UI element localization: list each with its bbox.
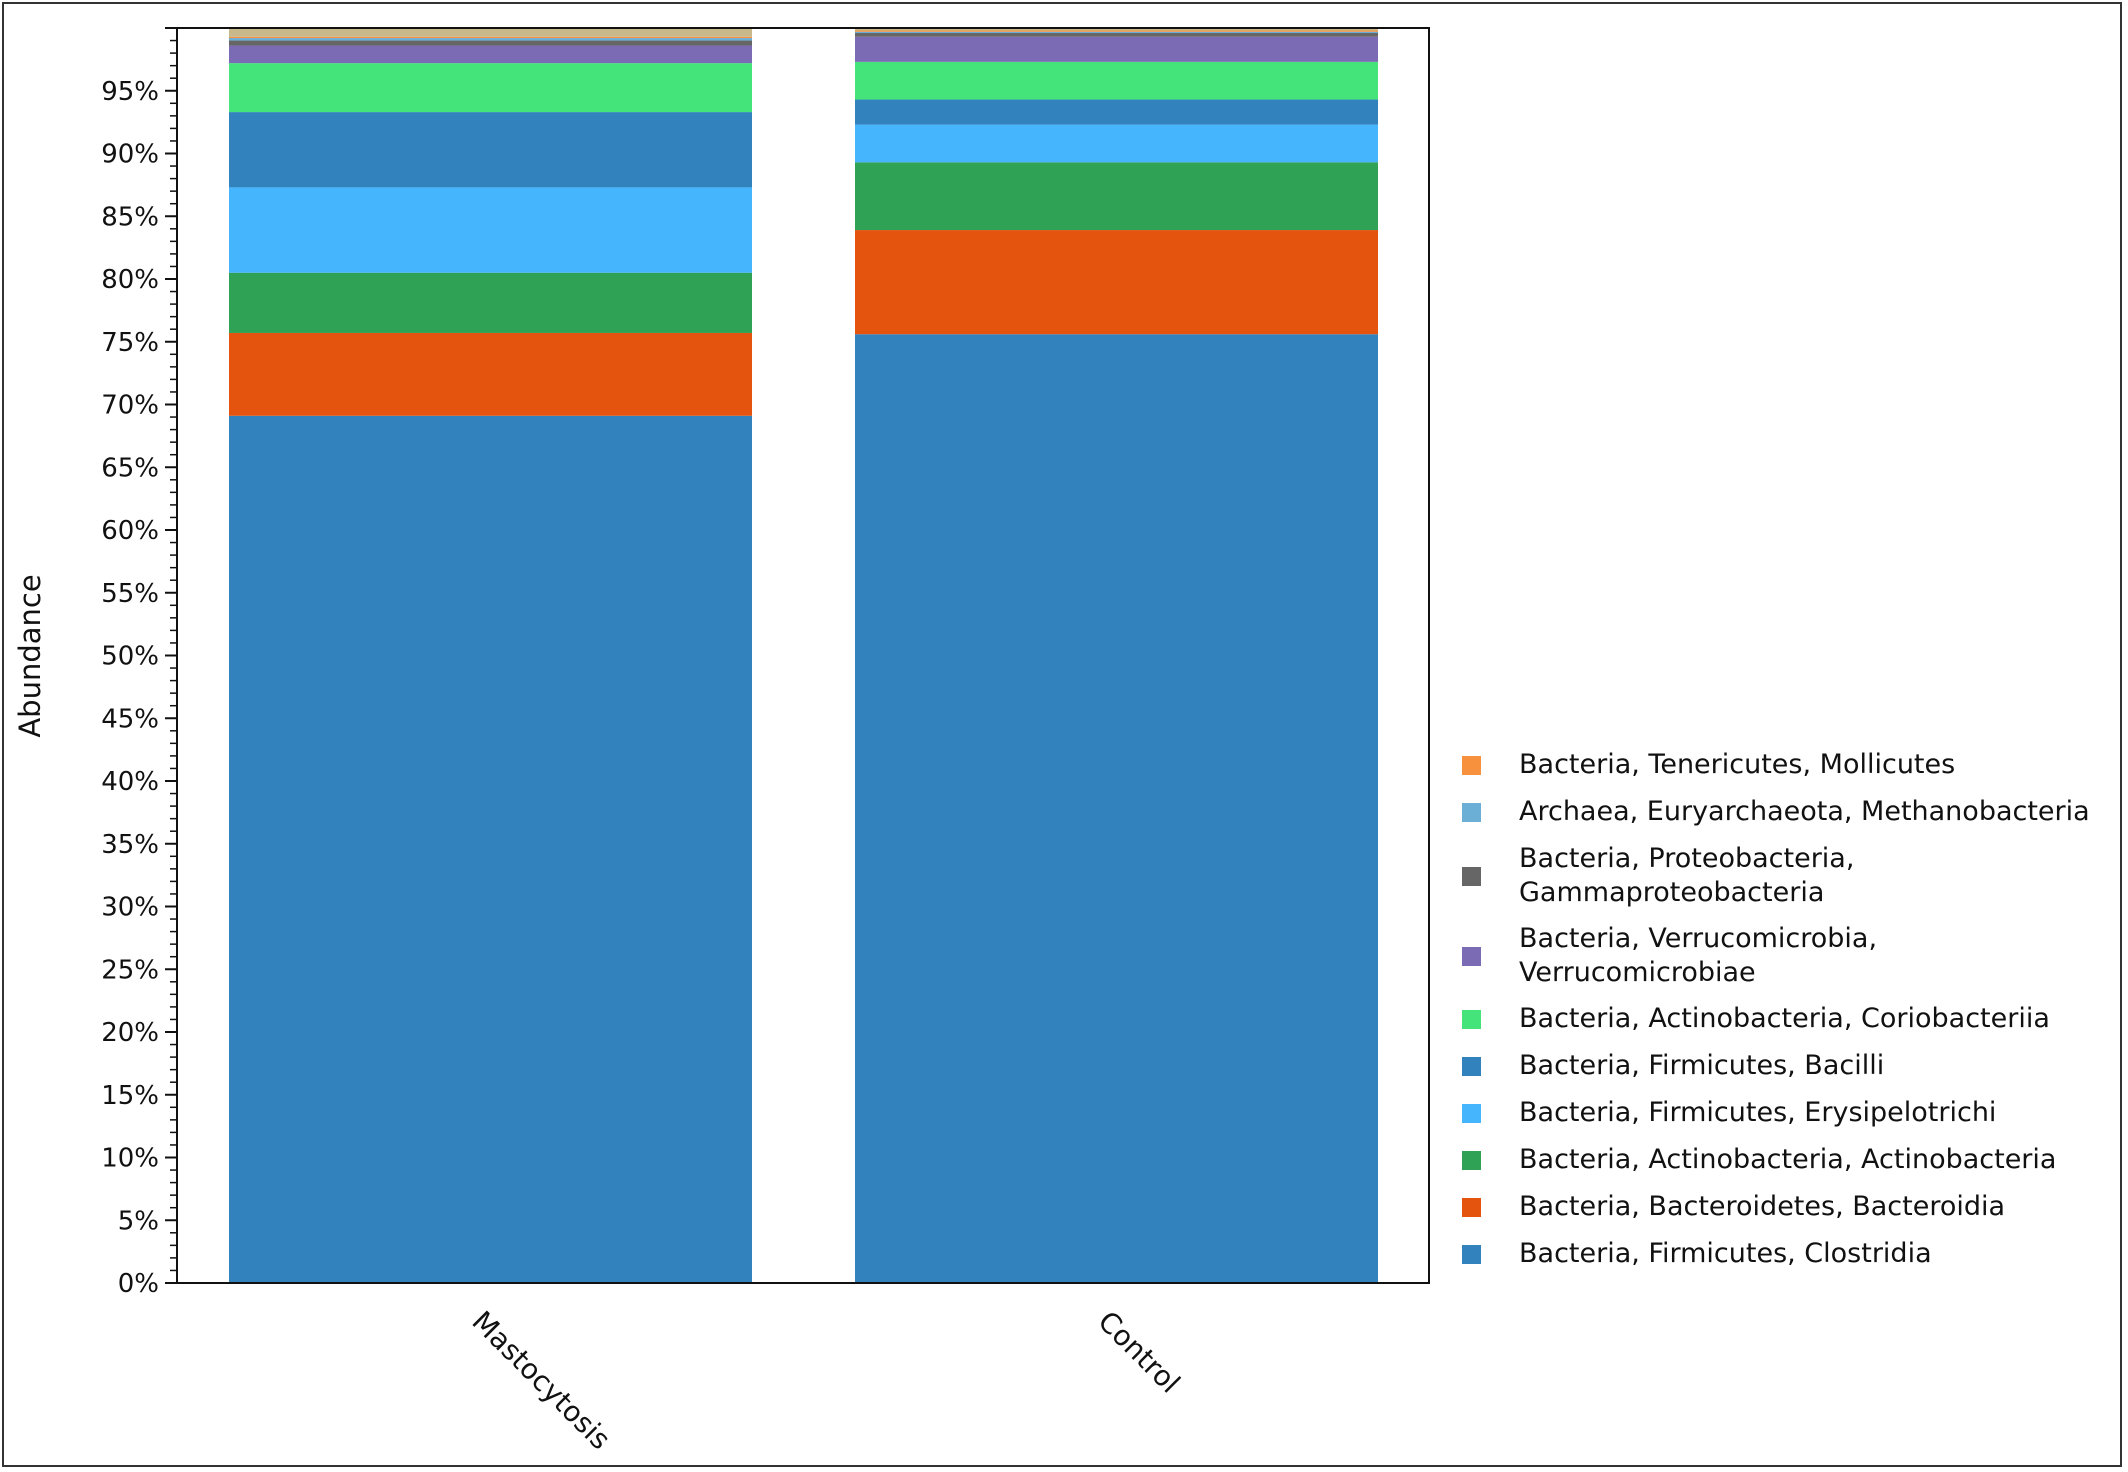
legend-swatch xyxy=(1462,802,1481,822)
y-tick-label: 90% xyxy=(101,140,159,170)
y-axis-title: Abundance xyxy=(13,574,47,737)
y-tick-label: 85% xyxy=(101,202,159,232)
legend-label: Bacteria, Actinobacteria, Actinobacteria xyxy=(1519,1143,2109,1177)
legend-label-line: Archaea, Euryarchaeota, Methanobacteria xyxy=(1519,796,2090,827)
legend-label: Bacteria, Tenericutes, Mollicutes xyxy=(1519,748,2109,782)
legend-label-line: Bacteria, Actinobacteria, Coriobacteriia xyxy=(1519,1003,2050,1034)
legend-label-line: Bacteria, Firmicutes, Erysipelotrichi xyxy=(1519,1097,1997,1128)
legend-item: Bacteria, Bacteroidetes, Bacteroidia xyxy=(1462,1190,2109,1224)
y-tick-label: 80% xyxy=(101,265,159,295)
y-tick-label: 5% xyxy=(118,1206,159,1236)
bar-segment xyxy=(855,28,1378,31)
legend-item: Bacteria, Firmicutes, Clostridia xyxy=(1462,1237,2109,1271)
y-tick-label: 70% xyxy=(101,391,159,421)
y-tick-label: 20% xyxy=(101,1018,159,1048)
bar-segment xyxy=(855,162,1378,231)
legend-item: Bacteria, Firmicutes, Bacilli xyxy=(1462,1049,2109,1083)
y-tick-label: 45% xyxy=(101,704,159,734)
y-tick-label: 55% xyxy=(101,579,159,609)
bar-segment xyxy=(855,36,1378,62)
legend-label-line: Bacteria, Firmicutes, Clostridia xyxy=(1519,1238,1932,1269)
bar-segment xyxy=(855,334,1378,1284)
bar-segment xyxy=(855,30,1378,32)
legend-label: Bacteria, Firmicutes, Bacilli xyxy=(1519,1049,2109,1083)
bar-segment xyxy=(229,40,752,46)
legend-label-line: Bacteria, Actinobacteria, Actinobacteria xyxy=(1519,1144,2057,1175)
legend-label: Bacteria, Verrucomicrobia, Verrucomicrobi… xyxy=(1519,922,2109,990)
legend-label-line: Bacteria, Tenericutes, Mollicutes xyxy=(1519,749,1956,780)
legend-item: Bacteria, Firmicutes, Erysipelotrichi xyxy=(1462,1096,2109,1130)
x-axis-labels: Mastocytosis Control xyxy=(466,1305,1187,1456)
bar-segment xyxy=(855,99,1378,125)
legend-item: Bacteria, Verrucomicrobia, Verrucomicrobi… xyxy=(1462,922,2109,990)
legend-item: Bacteria, Actinobacteria, Actinobacteria xyxy=(1462,1143,2109,1177)
bar-segment xyxy=(855,33,1378,37)
legend-label: Bacteria, Actinobacteria, Coriobacteriia xyxy=(1519,1002,2109,1036)
legend-swatch xyxy=(1462,1150,1481,1170)
legend-swatch xyxy=(1462,1244,1481,1264)
legend-label-line: Gammaproteobacteria xyxy=(1519,877,1825,908)
bar-segment xyxy=(229,63,752,113)
y-tick-label: 50% xyxy=(101,642,159,672)
legend-label: Bacteria, Bacteroidetes, Bacteroidia xyxy=(1519,1190,2109,1224)
legend-label-line: Bacteria, Firmicutes, Bacilli xyxy=(1519,1050,1885,1081)
y-tick-label: 15% xyxy=(101,1081,159,1111)
legend-swatch xyxy=(1462,755,1481,775)
bar-segment xyxy=(855,61,1378,100)
bar-segment xyxy=(229,36,752,39)
x-category-label: Mastocytosis xyxy=(466,1305,617,1456)
bar-segment xyxy=(855,124,1378,163)
legend-label: Bacteria, Firmicutes, Erysipelotrichi xyxy=(1519,1096,2109,1130)
legend-item: Bacteria, Actinobacteria, Coriobacteriia xyxy=(1462,1002,2109,1036)
legend-swatch xyxy=(1462,1056,1481,1076)
bar-segment xyxy=(855,31,1378,34)
bar-segment xyxy=(229,38,752,41)
legend-label-line: Bacteria, Verrucomicrobia, xyxy=(1519,923,1878,954)
y-tick-label: 0% xyxy=(118,1269,159,1299)
y-tick-label: 95% xyxy=(101,77,159,107)
legend-item: Bacteria, Proteobacteria, Gammaproteobact… xyxy=(1462,842,2109,910)
legend-swatch xyxy=(1462,946,1481,966)
legend-label: Bacteria, Proteobacteria, Gammaproteobact… xyxy=(1519,842,2109,910)
bar-segment xyxy=(229,187,752,273)
y-tick-label: 25% xyxy=(101,955,159,985)
bar-segment xyxy=(229,272,752,333)
legend-item: Bacteria, Tenericutes, Mollicutes xyxy=(1462,748,2109,782)
y-tick-label: 60% xyxy=(101,516,159,546)
legend-label-line: Bacteria, Proteobacteria, xyxy=(1519,843,1855,874)
y-tick-label: 10% xyxy=(101,1144,159,1174)
y-tick-label: 30% xyxy=(101,893,159,923)
y-tick-label: 65% xyxy=(101,453,159,483)
x-category-label: Control xyxy=(1092,1305,1187,1400)
legend-swatch xyxy=(1462,866,1481,886)
bars-layer xyxy=(229,28,1378,1284)
legend-item: Archaea, Euryarchaeota, Methanobacteria xyxy=(1462,795,2109,829)
legend-label: Bacteria, Firmicutes, Clostridia xyxy=(1519,1237,2109,1271)
bar-segment xyxy=(229,332,752,416)
y-tick-label: 40% xyxy=(101,767,159,797)
y-axis: 0% 5% 10% 15% 20% 25% 30% 35% 40% 45% 50% 55% 60% 65%… xyxy=(101,27,177,1299)
legend-label: Archaea, Euryarchaeota, Methanobacteria xyxy=(1519,795,2109,829)
bar-segment xyxy=(229,28,752,37)
y-tick-label: 75% xyxy=(101,328,159,358)
legend-swatch xyxy=(1462,1103,1481,1123)
y-tick-label: 35% xyxy=(101,830,159,860)
bar-segment xyxy=(229,45,752,64)
bar-segment xyxy=(855,230,1378,335)
legend-swatch xyxy=(1462,1197,1481,1217)
legend-swatch xyxy=(1462,1009,1481,1029)
legend-label-line: Verrucomicrobiae xyxy=(1519,957,1756,988)
bar-segment xyxy=(229,112,752,188)
bar-segment xyxy=(229,415,752,1283)
legend-label-line: Bacteria, Bacteroidetes, Bacteroidia xyxy=(1519,1191,2006,1222)
